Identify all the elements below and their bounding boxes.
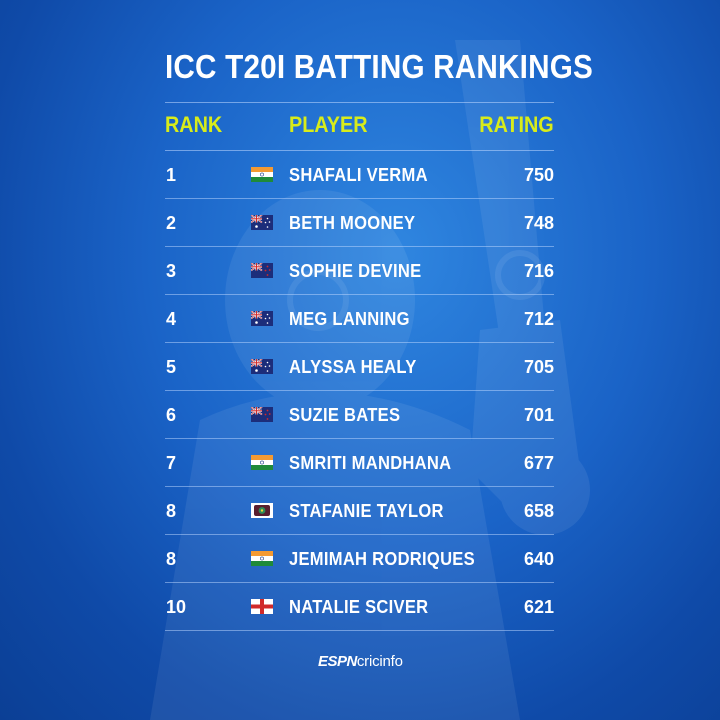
page-title: ICC T20I BATTING RANKINGS	[165, 48, 594, 85]
rating-value: 640	[523, 549, 554, 569]
table-row: 7 SMRITI MANDHANA 677	[0, 439, 720, 487]
table-row: 3 SOPHIE DEVINE 716	[0, 247, 720, 295]
row-divider	[165, 486, 554, 487]
england-flag-icon	[251, 598, 273, 614]
player-name: MEG LANNING	[289, 309, 410, 329]
table-row: 8 JEMIMAH RODRIQUES 640	[0, 535, 720, 583]
table-header: RANK PLAYER RATING	[0, 112, 720, 142]
rating-value: 621	[523, 597, 554, 617]
west-indies-flag-icon	[251, 502, 273, 518]
title-divider	[165, 102, 554, 103]
australia-flag-icon	[250, 310, 273, 326]
row-divider	[165, 438, 554, 439]
row-divider	[165, 534, 554, 535]
rating-value: 716	[523, 261, 554, 281]
row-divider	[165, 630, 554, 631]
rating-value: 712	[523, 309, 554, 329]
rank-value: 8	[166, 501, 177, 521]
rating-header: RATING	[479, 112, 554, 137]
rank-value: 3	[166, 261, 177, 281]
espncricinfo-logo: ESPNcricinfo	[318, 653, 403, 670]
rank-value: 6	[166, 405, 177, 425]
india-flag-icon	[251, 166, 273, 182]
rank-value: 10	[166, 597, 187, 617]
rank-value: 2	[166, 213, 177, 233]
new-zealand-flag-icon	[250, 406, 273, 422]
rank-value: 7	[166, 453, 177, 473]
player-name: NATALIE SCIVER	[289, 597, 429, 617]
row-divider	[165, 198, 554, 199]
rating-value: 701	[523, 405, 554, 425]
rating-value: 677	[523, 453, 554, 473]
table-row: 10 NATALIE SCIVER 621	[0, 583, 720, 631]
player-name: SHAFALI VERMA	[289, 165, 428, 185]
row-divider	[165, 342, 554, 343]
player-name: BETH MOONEY	[289, 213, 416, 233]
rating-value: 748	[523, 213, 554, 233]
australia-flag-icon	[250, 214, 273, 230]
row-divider	[165, 294, 554, 295]
player-name: SUZIE BATES	[289, 405, 401, 425]
table-row: 5 ALYSSA HEALY 705	[0, 343, 720, 391]
player-header: PLAYER	[289, 112, 368, 137]
rating-value: 750	[523, 165, 554, 185]
player-name: SMRITI MANDHANA	[289, 453, 452, 473]
player-name: SOPHIE DEVINE	[289, 261, 422, 281]
rank-header: RANK	[165, 112, 223, 137]
rank-value: 5	[166, 357, 177, 377]
india-flag-icon	[251, 454, 273, 470]
header-divider	[165, 150, 554, 151]
rank-value: 1	[166, 165, 177, 185]
rating-value: 658	[523, 501, 554, 521]
table-row: 8 STAFANIE TAYLOR 658	[0, 487, 720, 535]
rank-value: 4	[166, 309, 177, 329]
table-row: 4 MEG LANNING 712	[0, 295, 720, 343]
row-divider	[165, 246, 554, 247]
india-flag-icon	[251, 550, 273, 566]
row-divider	[165, 582, 554, 583]
player-name: STAFANIE TAYLOR	[289, 501, 444, 521]
row-divider	[165, 390, 554, 391]
rating-value: 705	[523, 357, 554, 377]
table-row: 2 BETH MOONEY 748	[0, 199, 720, 247]
australia-flag-icon	[250, 358, 273, 374]
new-zealand-flag-icon	[250, 262, 273, 278]
table-row: 6 SUZIE BATES 701	[0, 391, 720, 439]
table-row: 1 SHAFALI VERMA 750	[0, 151, 720, 199]
rank-value: 8	[166, 549, 177, 569]
player-name: ALYSSA HEALY	[289, 357, 417, 377]
player-name: JEMIMAH RODRIQUES	[289, 549, 475, 569]
